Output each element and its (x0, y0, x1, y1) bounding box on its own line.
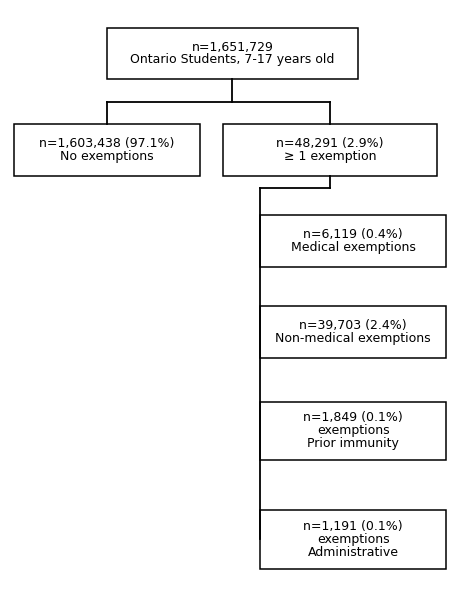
Text: Non-medical exemptions: Non-medical exemptions (275, 332, 431, 345)
Text: n=1,191 (0.1%): n=1,191 (0.1%) (303, 520, 403, 533)
Text: Administrative: Administrative (308, 545, 399, 559)
FancyBboxPatch shape (260, 510, 446, 569)
Text: Ontario Students, 7-17 years old: Ontario Students, 7-17 years old (130, 53, 335, 66)
FancyBboxPatch shape (260, 402, 446, 460)
Text: n=1,603,438 (97.1%): n=1,603,438 (97.1%) (39, 137, 174, 150)
Text: n=1,651,729: n=1,651,729 (191, 41, 273, 53)
Text: No exemptions: No exemptions (60, 150, 154, 163)
Text: exemptions: exemptions (317, 425, 390, 437)
Text: Medical exemptions: Medical exemptions (291, 241, 416, 254)
Text: n=39,703 (2.4%): n=39,703 (2.4%) (299, 319, 407, 332)
Text: Prior immunity: Prior immunity (307, 437, 399, 450)
Text: n=6,119 (0.4%): n=6,119 (0.4%) (303, 228, 403, 241)
FancyBboxPatch shape (14, 124, 200, 176)
Text: ≥ 1 exemption: ≥ 1 exemption (283, 150, 376, 163)
FancyBboxPatch shape (260, 306, 446, 358)
FancyBboxPatch shape (107, 28, 358, 80)
Text: n=48,291 (2.9%): n=48,291 (2.9%) (276, 137, 383, 150)
FancyBboxPatch shape (223, 124, 437, 176)
Text: exemptions: exemptions (317, 533, 390, 546)
Text: n=1,849 (0.1%): n=1,849 (0.1%) (303, 411, 403, 425)
FancyBboxPatch shape (260, 215, 446, 267)
